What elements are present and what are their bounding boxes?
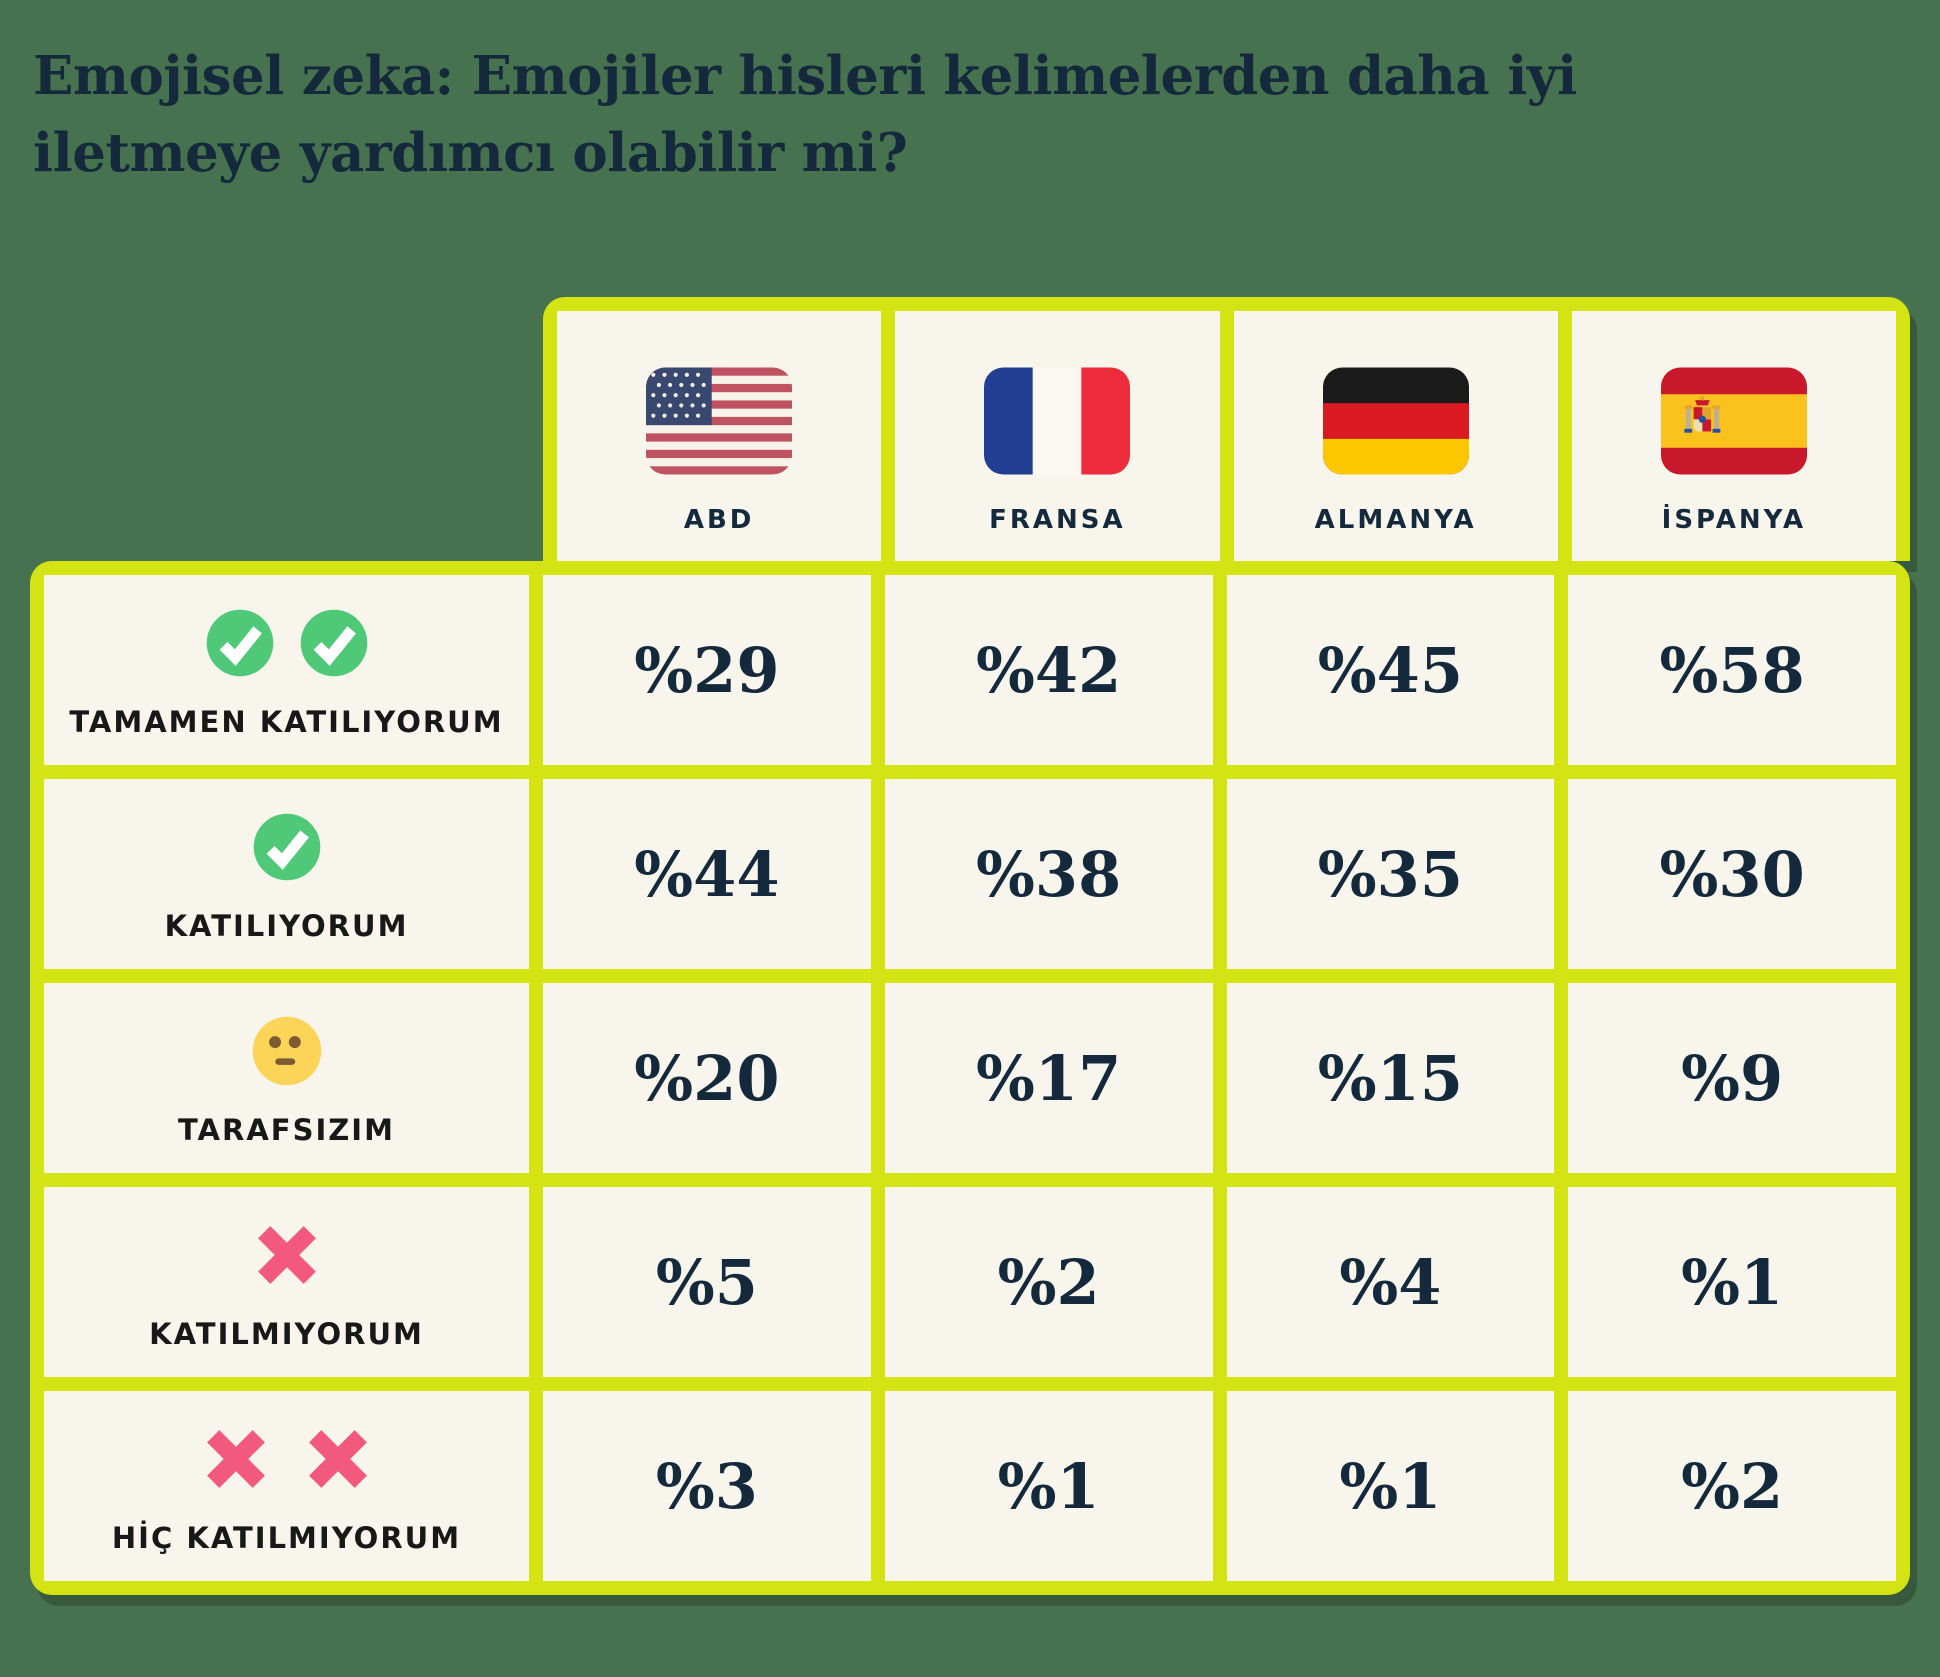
row-label: TAMAMEN KATILIYORUM (69, 705, 504, 739)
column-label-ispanya: İSPANYA (1661, 505, 1807, 535)
page-title-line2: iletmeye yardımcı olabilir mi? (33, 121, 908, 184)
value-cell: %29 (543, 575, 871, 765)
column-header-ispanya: İSPANYA (1571, 311, 1896, 561)
table-body: TAMAMEN KATILIYORUM %29 %42 %45 %58 KATI… (30, 561, 1910, 1595)
value-cell: %3 (543, 1391, 871, 1581)
column-header-almanya: ALMANYA (1233, 311, 1558, 561)
value-cell: %9 (1568, 983, 1896, 1173)
row-label: KATILIYORUM (164, 909, 409, 943)
value-cell: %42 (884, 575, 1213, 765)
france-flag-icon (984, 367, 1130, 475)
row-icons (203, 601, 371, 685)
row-label: TARAFSIZIM (178, 1113, 395, 1147)
column-label-fransa: FRANSA (989, 505, 1126, 535)
row-header-katilmiyorum: KATILMIYORUM (44, 1187, 529, 1377)
value-cell: %38 (884, 779, 1213, 969)
row-icons (248, 1009, 326, 1093)
value-cell: %1 (1226, 1391, 1555, 1581)
row-icons (250, 805, 324, 889)
row-header-tarafsizim: TARAFSIZIM (44, 983, 529, 1173)
column-label-almanya: ALMANYA (1314, 505, 1477, 535)
page-title-line1: Emojisel zeka: Emojiler hisleri kelimele… (33, 44, 1577, 107)
cross-mark-icon (297, 1418, 379, 1500)
row-label: KATILMIYORUM (149, 1317, 424, 1351)
value-cell: %1 (1568, 1187, 1896, 1377)
value-cell: %44 (543, 779, 871, 969)
row-header-katiliyorum: KATILIYORUM (44, 779, 529, 969)
column-header-fransa: FRANSA (895, 311, 1220, 561)
row-label: HİÇ KATILMIYORUM (111, 1521, 462, 1555)
row-icons (195, 1417, 379, 1501)
value-cell: %45 (1226, 575, 1555, 765)
cross-mark-icon (195, 1418, 277, 1500)
column-header-abd: ABD (557, 311, 882, 561)
neutral-face-icon (252, 1016, 321, 1086)
row-icons (246, 1213, 328, 1297)
row-header-tamamen-katiliyorum: TAMAMEN KATILIYORUM (44, 575, 529, 765)
cross-mark-icon (246, 1214, 328, 1296)
value-cell: %17 (884, 983, 1213, 1173)
value-cell: %5 (543, 1187, 871, 1377)
row-header-hic-katilmiyorum: HİÇ KATILMIYORUM (44, 1391, 529, 1581)
check-circle-icon (250, 810, 324, 884)
page-title: Emojisel zeka: Emojiler hisleri kelimele… (33, 38, 1733, 192)
value-cell: %35 (1226, 779, 1555, 969)
check-circle-icon (203, 606, 277, 680)
value-cell: %2 (1568, 1391, 1896, 1581)
value-cell: %58 (1568, 575, 1896, 765)
us-flag-icon (646, 367, 792, 475)
table-header-row: ABD FRANSA ALMANYA İSPANYA (543, 297, 1910, 561)
value-cell: %1 (884, 1391, 1213, 1581)
column-label-abd: ABD (683, 505, 755, 535)
value-cell: %30 (1568, 779, 1896, 969)
value-cell: %2 (884, 1187, 1213, 1377)
germany-flag-icon (1323, 367, 1469, 475)
value-cell: %15 (1226, 983, 1555, 1173)
spain-flag-icon (1661, 367, 1807, 475)
check-circle-icon (297, 606, 371, 680)
value-cell: %20 (543, 983, 871, 1173)
value-cell: %4 (1226, 1187, 1555, 1377)
survey-table: ABD FRANSA ALMANYA İSPANYA TAMAMEN KATIL… (30, 297, 1910, 1595)
